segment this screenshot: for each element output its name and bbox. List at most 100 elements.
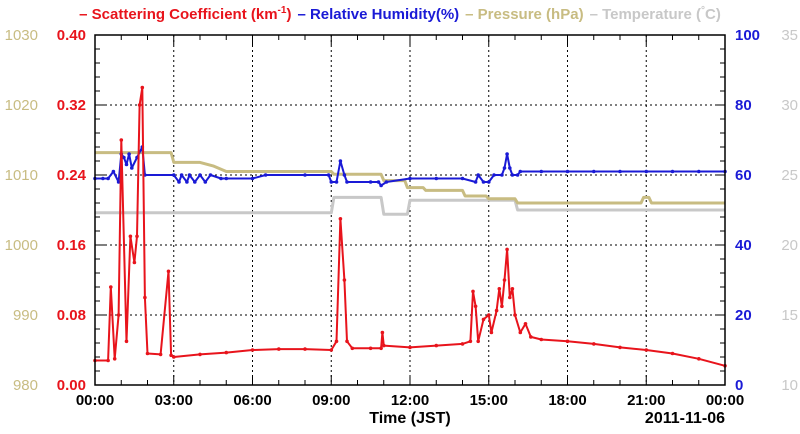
data-point [342,278,347,282]
data-point [145,351,150,356]
pressure-tick-label: 990 [13,307,38,324]
legend-entry-text: – Pressure (hPa) [465,6,584,23]
x-tick-label: 03:00 [155,392,193,409]
series-line [95,195,725,216]
pressure-tick-label: 1010 [5,167,38,184]
data-point [380,330,385,335]
x-axis-date: 2011-11-06 [645,410,725,427]
data-point [618,345,622,350]
data-point [434,343,439,348]
data-point [119,138,124,142]
data-point [379,346,383,351]
pressure-tick-label: 1030 [5,27,38,44]
data-point [177,180,181,184]
x-tick-label: 09:00 [312,392,350,409]
scattering-tick-label: 0.24 [57,167,87,184]
pressure-tick-label: 1020 [5,97,38,114]
humidity-tick-label: 100 [735,27,760,44]
data-point [140,85,145,90]
data-point [460,342,465,346]
legend-entry-superscript: -1 [277,5,287,16]
x-tick-label: 18:00 [548,392,586,409]
data-point [500,173,504,177]
scattering-tick-label: 0.40 [57,27,86,44]
scattering-tick-label: 0.32 [57,97,86,114]
legend-entry-text: – Temperature ( [589,6,701,23]
data-point [518,169,523,174]
data-point [510,287,515,291]
humidity-tick-label: 40 [735,237,752,254]
series-line [95,86,726,367]
data-point [130,166,134,170]
data-point [468,339,473,344]
temperature-tick-label: 10 [781,377,798,394]
humidity-tick-label: 0 [735,377,743,394]
data-point [460,176,465,181]
data-point [169,353,173,358]
data-point [179,173,184,177]
data-point [376,180,381,184]
data-point [487,313,491,317]
chart-legend: – Scattering Coefficient (km-1) – Relativ… [0,5,800,23]
data-point [502,278,507,282]
legend-entry-suffix: C) [705,6,721,23]
legend-entry: – Relative Humidity(%) [297,6,459,23]
data-point [124,162,129,167]
temperature-tick-label: 35 [781,27,798,44]
x-tick-label: 06:00 [233,392,271,409]
data-point [670,169,675,174]
data-point [481,317,486,322]
data-point [329,348,334,352]
data-point [143,295,147,300]
data-point [208,173,213,177]
data-point [644,169,649,174]
data-point [565,169,570,174]
data-point [135,234,139,239]
temperature-tick-label: 15 [781,307,798,324]
data-point [342,173,347,177]
data-point [384,180,389,184]
data-point [338,159,343,163]
data-point [508,166,512,170]
x-tick-label: 00:00 [76,392,114,409]
legend-entry-text: – Relative Humidity(%) [297,6,460,23]
x-tick-label: 15:00 [470,392,508,409]
data-point [592,169,596,174]
data-point [198,173,202,177]
data-point [219,176,223,181]
data-point [224,176,229,181]
data-point [368,180,373,184]
data-point [303,347,307,351]
data-point [166,269,171,274]
data-point [592,342,596,346]
data-point [203,180,208,184]
data-point [158,352,163,357]
data-point [185,180,189,184]
data-point [127,152,131,156]
pressure-tick-label: 980 [13,377,38,394]
data-point [198,352,202,357]
data-point [518,330,523,335]
data-point [487,180,491,184]
temperature-tick-label: 30 [781,97,798,114]
data-point [334,339,339,344]
temperature-tick-label: 25 [781,167,798,184]
data-point [172,355,176,359]
data-point [326,173,331,177]
data-point [505,247,509,252]
legend-entry-superscript: ° [701,5,705,16]
data-point [106,176,110,181]
temperature-tick-label: 20 [781,237,798,254]
data-point [508,295,512,300]
data-point [697,169,701,174]
plot-frame [94,34,726,386]
data-point [473,180,478,184]
data-point [303,173,307,177]
data-point [523,322,528,326]
data-point [505,152,509,156]
data-point [670,351,675,356]
data-point [329,180,334,184]
data-point [497,287,502,291]
series-line [95,151,725,205]
